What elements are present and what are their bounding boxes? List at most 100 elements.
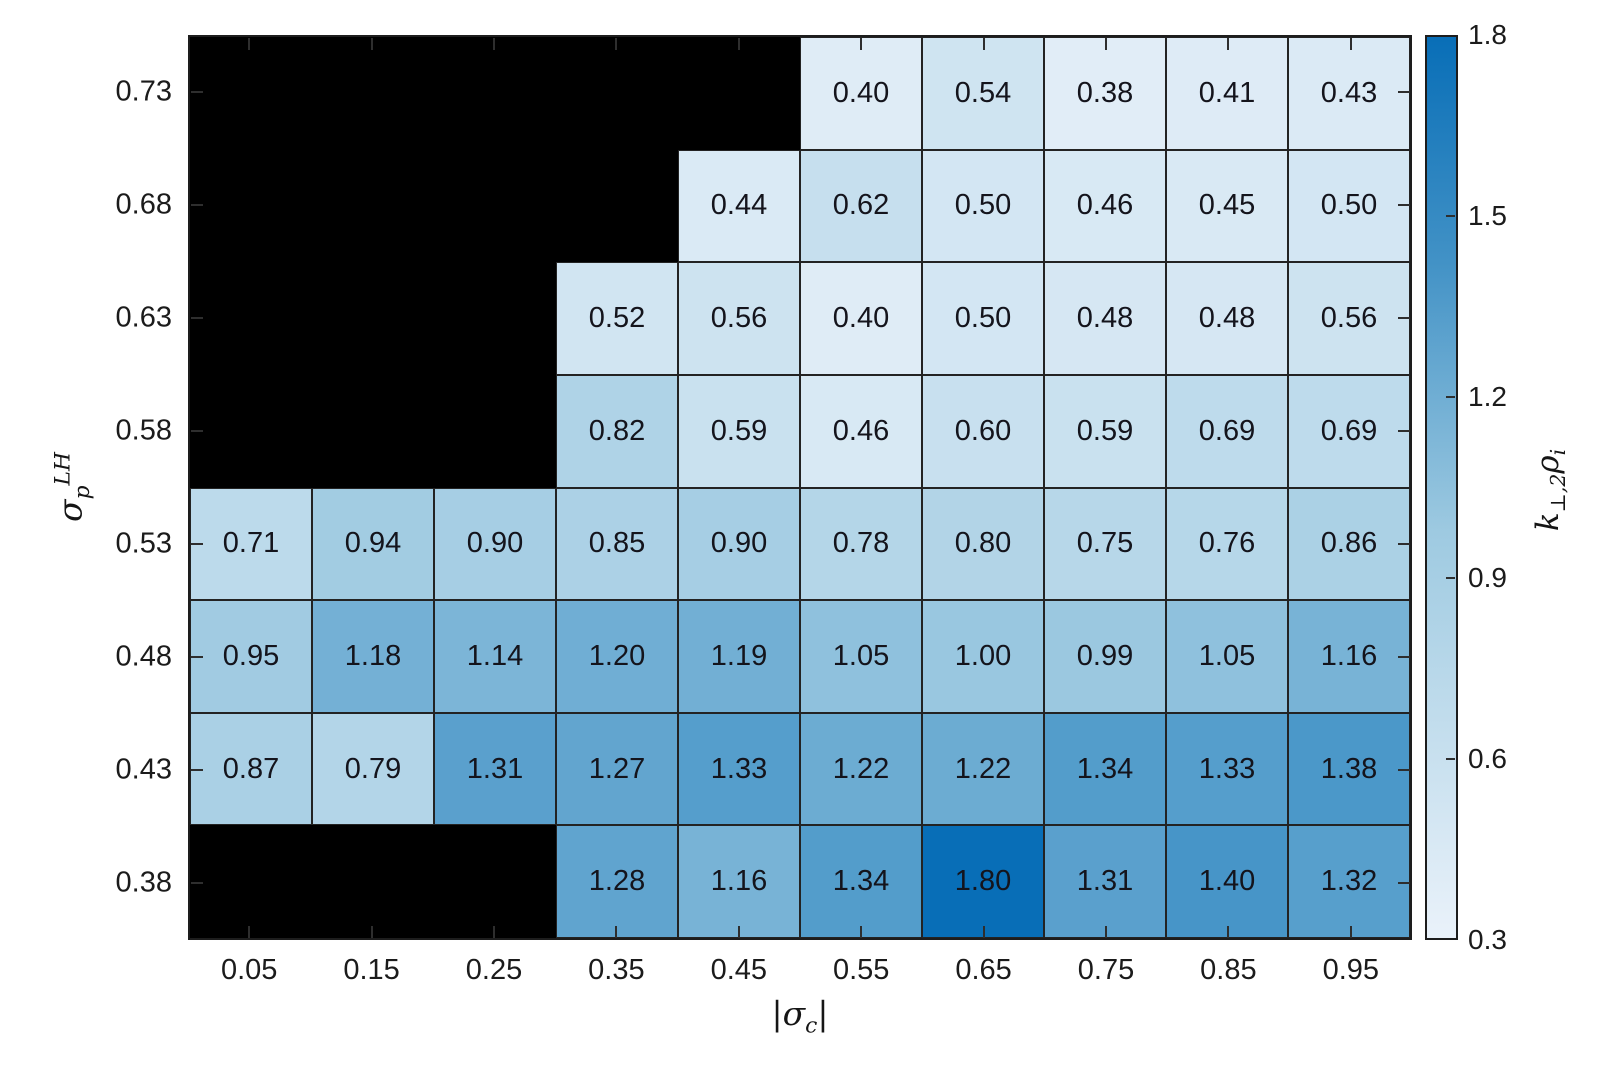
heatmap-cell: 0.76 bbox=[1166, 487, 1288, 601]
heatmap-cell: 0.56 bbox=[678, 262, 800, 375]
axis-tick bbox=[190, 882, 203, 885]
axis-tick bbox=[190, 203, 203, 206]
axis-tick bbox=[493, 37, 495, 50]
x-tick-label: 0.55 bbox=[832, 954, 890, 986]
heatmap-cell-missing bbox=[312, 149, 434, 263]
y-tick-label: 0.58 bbox=[115, 414, 172, 447]
heatmap-cell: 1.31 bbox=[1044, 825, 1166, 938]
heatmap-cell: 0.56 bbox=[1288, 262, 1410, 375]
heatmap-cell: 0.46 bbox=[1044, 149, 1166, 263]
heatmap-cell: 1.34 bbox=[800, 825, 922, 938]
x-tick-label: 0.15 bbox=[343, 954, 400, 986]
heatmap-cell: 0.38 bbox=[1044, 37, 1166, 150]
heatmap-cell: 1.33 bbox=[1166, 712, 1288, 826]
axis-tick bbox=[190, 429, 203, 432]
heatmap-cell: 1.19 bbox=[678, 600, 800, 713]
colorbar-tick-label: 1.2 bbox=[1468, 381, 1507, 412]
heatmap-cell-missing bbox=[434, 149, 556, 263]
heatmap-cell: 0.85 bbox=[556, 487, 678, 601]
colorbar-tick-label: 0.6 bbox=[1468, 743, 1507, 774]
axis-tick bbox=[1397, 543, 1410, 546]
heatmap-cell: 0.82 bbox=[556, 374, 678, 488]
heatmap-cell: 1.05 bbox=[1166, 600, 1288, 713]
heatmap-cell: 1.20 bbox=[556, 600, 678, 713]
heatmap-cell: 0.45 bbox=[1166, 149, 1288, 263]
x-tick-label: 0.85 bbox=[1200, 954, 1257, 986]
heatmap-cell: 1.16 bbox=[1288, 600, 1410, 713]
axis-tick bbox=[1397, 882, 1410, 885]
x-tick-label: 0.65 bbox=[955, 954, 1012, 986]
heatmap-cell: 0.78 bbox=[800, 487, 922, 601]
heatmap-cell: 0.90 bbox=[434, 487, 556, 601]
heatmap-cell-missing bbox=[312, 262, 434, 375]
axis-tick bbox=[1397, 203, 1410, 206]
axis-tick bbox=[493, 925, 495, 938]
heatmap-cell: 0.44 bbox=[678, 149, 800, 263]
x-tick-label: 0.35 bbox=[588, 954, 645, 986]
heatmap-cell: 1.18 bbox=[312, 600, 434, 713]
x-tick-label: 0.75 bbox=[1077, 954, 1135, 986]
heatmap-cell: 0.75 bbox=[1044, 487, 1166, 601]
heatmap-cell: 1.32 bbox=[1288, 825, 1410, 938]
axis-tick bbox=[1397, 656, 1410, 659]
heatmap-cell-missing bbox=[190, 149, 312, 263]
heatmap-cell: 0.62 bbox=[800, 149, 922, 263]
heatmap-cell: 1.05 bbox=[800, 600, 922, 713]
heatmap-cell: 0.48 bbox=[1166, 262, 1288, 375]
heatmap-cell: 1.22 bbox=[922, 712, 1044, 826]
heatmap-cell: 0.59 bbox=[1044, 374, 1166, 488]
heatmap-cell: 0.50 bbox=[1288, 149, 1410, 263]
heatmap-cell: 1.27 bbox=[556, 712, 678, 826]
axis-tick bbox=[190, 90, 203, 93]
heatmap-cell: 0.60 bbox=[922, 374, 1044, 488]
heatmap-cell: 0.79 bbox=[312, 712, 434, 826]
axis-tick bbox=[615, 37, 618, 50]
heatmap-cell-missing bbox=[312, 374, 434, 488]
heatmap-cell: 0.52 bbox=[556, 262, 678, 375]
colorbar-tick-label: 1.5 bbox=[1468, 200, 1507, 231]
x-tick-label: 0.45 bbox=[710, 954, 768, 986]
axis-tick bbox=[1105, 925, 1107, 938]
colorbar-tick bbox=[1445, 758, 1455, 760]
heatmap-cell: 0.50 bbox=[922, 262, 1044, 375]
heatmap-cell: 1.80 bbox=[922, 825, 1044, 938]
heatmap-cell: 0.86 bbox=[1288, 487, 1410, 601]
heatmap-cell: 0.69 bbox=[1166, 374, 1288, 488]
heatmap-cell: 1.16 bbox=[678, 825, 800, 938]
heatmap-cell: 1.31 bbox=[434, 712, 556, 826]
heatmap-cell: 0.90 bbox=[678, 487, 800, 601]
heatmap-cell: 1.38 bbox=[1288, 712, 1410, 826]
heatmap-cell-missing bbox=[556, 37, 678, 150]
heatmap-cell: 1.34 bbox=[1044, 712, 1166, 826]
axis-tick bbox=[190, 656, 203, 659]
heatmap-cell: 0.50 bbox=[922, 149, 1044, 263]
y-tick-label: 0.73 bbox=[115, 75, 172, 108]
heatmap-cell: 0.40 bbox=[800, 37, 922, 150]
y-tick-label: 0.63 bbox=[115, 301, 172, 334]
heatmap-cell: 0.43 bbox=[1288, 37, 1410, 150]
heatmap-cell: 0.54 bbox=[922, 37, 1044, 150]
heatmap-cell: 0.40 bbox=[800, 262, 922, 375]
axis-tick bbox=[860, 925, 863, 938]
colorbar-tick-label: 0.3 bbox=[1468, 924, 1507, 955]
heatmap-cell-missing bbox=[190, 262, 312, 375]
x-tick-label: 0.95 bbox=[1322, 954, 1380, 986]
heatmap-cell-missing bbox=[434, 37, 556, 150]
y-tick-label: 0.53 bbox=[115, 527, 172, 560]
axis-tick bbox=[1397, 90, 1410, 93]
heatmap-cell: 0.87 bbox=[190, 712, 312, 826]
heatmap-cell: 0.95 bbox=[190, 600, 312, 713]
axis-tick bbox=[1397, 429, 1410, 432]
colorbar-tick-label: 1.8 bbox=[1468, 19, 1507, 50]
heatmap-cell: 0.94 bbox=[312, 487, 434, 601]
heatmap-cell: 0.48 bbox=[1044, 262, 1166, 375]
axis-tick bbox=[370, 925, 373, 938]
axis-tick bbox=[737, 37, 740, 50]
heatmap-cell-missing bbox=[190, 374, 312, 488]
heatmap-cell-missing bbox=[678, 37, 800, 150]
x-axis-label: |σc| bbox=[771, 994, 829, 1039]
axis-tick bbox=[1349, 925, 1352, 938]
heatmap-cell-missing bbox=[434, 374, 556, 488]
heatmap-cell: 0.80 bbox=[922, 487, 1044, 601]
